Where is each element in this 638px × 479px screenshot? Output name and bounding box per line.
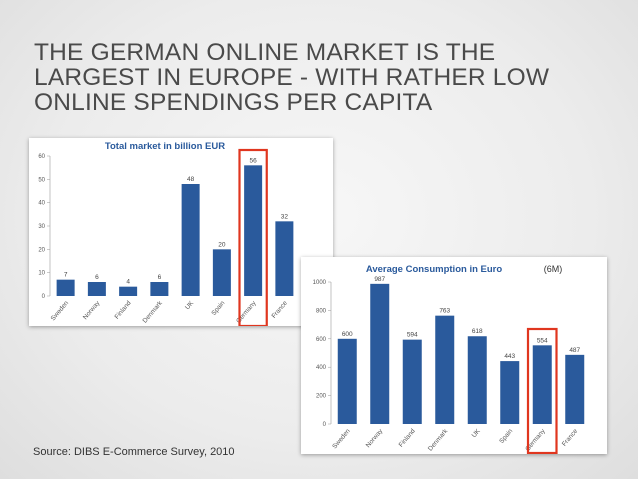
data-label: 600 xyxy=(342,331,353,338)
category-label: France xyxy=(271,299,290,319)
category-label: Spain xyxy=(498,427,514,445)
data-label: 487 xyxy=(569,347,580,354)
data-label: 48 xyxy=(187,176,195,183)
bar-denmark xyxy=(150,282,169,296)
category-label: Sweden xyxy=(50,299,71,322)
average-consumption-chart-panel: Average Consumption in Euro (6M) 0 200 400 60… xyxy=(301,257,607,454)
data-label: 6 xyxy=(95,274,99,281)
data-label: 443 xyxy=(504,353,515,360)
data-label: 987 xyxy=(374,276,385,283)
bar-sweden xyxy=(56,279,75,296)
data-label: 554 xyxy=(537,337,548,344)
highlight-box xyxy=(238,148,268,326)
bar-denmark xyxy=(435,315,455,424)
chart-note: (6M) xyxy=(544,264,563,274)
category-label: UK xyxy=(184,299,196,311)
bar-germany xyxy=(532,345,552,424)
bar-finland xyxy=(402,339,422,424)
average-consumption-chart: Average Consumption in Euro (6M) 0 200 400 60… xyxy=(313,264,585,454)
bar-sweden xyxy=(337,338,357,424)
data-label: 20 xyxy=(218,241,226,248)
data-label: 618 xyxy=(472,328,483,335)
category-label: Denmark xyxy=(142,299,165,324)
slide-title-line: THE GERMAN ONLINE MARKET IS THE xyxy=(34,39,496,66)
y-tick-label: 30 xyxy=(38,224,45,230)
data-label: 32 xyxy=(281,213,289,220)
bar-spain xyxy=(212,249,231,296)
total-market-chart-panel: Total market in billion EUR 0 10 20 30 40 50 60… xyxy=(29,138,333,326)
data-label: 4 xyxy=(126,279,130,286)
slide-title: THE GERMAN ONLINE MARKET IS THE LARGEST … xyxy=(34,40,614,115)
y-tick-label: 0 xyxy=(42,294,46,300)
category-label: France xyxy=(561,427,580,447)
category-label: Norway xyxy=(365,427,385,449)
y-tick-label: 50 xyxy=(38,177,45,183)
y-tick-label: 200 xyxy=(316,394,327,400)
bar-norway xyxy=(370,283,390,424)
data-label: 56 xyxy=(250,157,258,164)
category-label: Finland xyxy=(114,299,133,320)
bar-germany xyxy=(244,165,263,296)
y-tick-label: 10 xyxy=(38,271,45,277)
bar-norway xyxy=(87,282,106,296)
data-label: 6 xyxy=(158,274,162,281)
bar-spain xyxy=(500,361,520,424)
data-label: 763 xyxy=(439,308,450,315)
category-label: Sweden xyxy=(331,427,352,450)
y-tick-label: 0 xyxy=(323,422,327,428)
slide-title-line: LARGEST IN EUROPE - WITH RATHER LOW xyxy=(34,64,550,91)
y-tick-label: 60 xyxy=(38,154,45,160)
source-caption: Source: DIBS E-Commerce Survey, 2010 xyxy=(33,446,235,458)
y-tick-label: 40 xyxy=(38,201,45,207)
chart-title: Average Consumption in Euro xyxy=(366,264,503,275)
bar-france xyxy=(275,221,294,296)
data-label: 594 xyxy=(407,332,418,339)
total-market-chart: Total market in billion EUR 0 10 20 30 40 50 60… xyxy=(38,141,294,326)
y-tick-label: 400 xyxy=(316,365,327,371)
highlight-box xyxy=(526,327,558,454)
slide-title-line: ONLINE SPENDINGS PER CAPITA xyxy=(34,89,433,116)
category-label: Denmark xyxy=(427,427,450,452)
data-label: 7 xyxy=(64,272,68,279)
y-tick-label: 20 xyxy=(38,247,45,253)
bar-uk xyxy=(181,184,200,296)
y-tick-label: 800 xyxy=(316,308,327,314)
chart-title: Total market in billion EUR xyxy=(105,141,225,152)
category-label: UK xyxy=(471,427,483,439)
y-tick-label: 600 xyxy=(316,337,327,343)
bar-finland xyxy=(119,286,138,296)
bar-france xyxy=(565,354,585,424)
category-label: Finland xyxy=(398,427,417,448)
category-label: Spain xyxy=(210,299,226,317)
category-label: Norway xyxy=(82,299,102,321)
bar-uk xyxy=(467,336,487,424)
y-tick-label: 1000 xyxy=(313,280,327,286)
